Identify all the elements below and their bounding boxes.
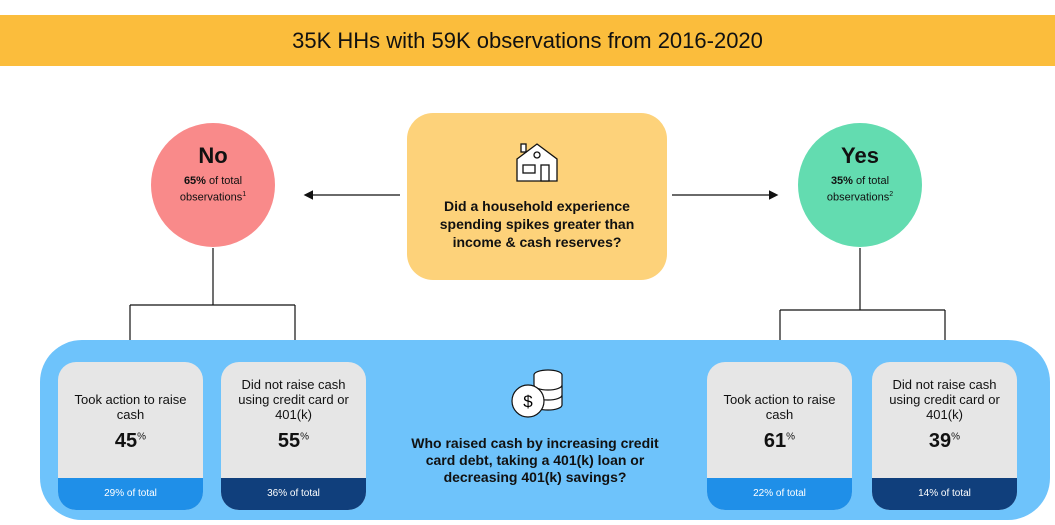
value: 55	[277, 430, 301, 452]
box-label: Took action to raise cash	[74, 392, 187, 422]
box-label: Did not raise cash using credit card or …	[238, 377, 349, 422]
share-text: of total observations	[179, 175, 243, 204]
svg-text:$: $	[523, 392, 533, 411]
box-value: 55%	[221, 430, 366, 453]
unit: %	[951, 431, 961, 443]
box-label: Took action to raise cash	[723, 392, 836, 422]
header: 35K HHs with 59K observations from 2016-…	[0, 15, 1055, 66]
outcome-box: Took action to raise cash 45% 29% of tot…	[58, 362, 203, 510]
yes-label: Yes	[841, 143, 879, 168]
outcome-box: Did not raise cash using credit card or …	[221, 362, 366, 510]
no-share: 65% of total observations1	[168, 175, 258, 205]
unit: %	[137, 431, 147, 443]
outcome-box: Did not raise cash using credit card or …	[872, 362, 1017, 510]
box-footer: 22% of total	[707, 478, 852, 510]
no-node: No 65% of total observations1	[151, 123, 275, 247]
note: 1	[242, 191, 247, 198]
house-icon	[516, 143, 558, 182]
value: 39	[928, 430, 952, 452]
outcome-box: Took action to raise cash 61% 22% of tot…	[707, 362, 852, 510]
question-box: Did a household experience spending spik…	[407, 113, 667, 280]
money-icon: $	[511, 369, 563, 418]
header-title: 35K HHs with 59K observations from 2016-…	[292, 27, 763, 53]
no-label: No	[198, 143, 228, 168]
question: Did a household experience spending spik…	[439, 198, 635, 250]
box-value: 39%	[872, 430, 1017, 453]
yes-share: 35% of total observations2	[815, 175, 905, 205]
box-value: 61%	[707, 430, 852, 453]
box-footer: 29% of total	[58, 478, 203, 510]
box-value: 45%	[58, 430, 203, 453]
note: 2	[889, 191, 894, 198]
share-text: of total observations	[826, 175, 890, 204]
value: 45	[114, 430, 138, 452]
share: 35%	[830, 175, 853, 187]
yes-node: Yes 35% of total observations2	[798, 123, 922, 247]
unit: %	[300, 431, 310, 443]
box-footer: 36% of total	[221, 478, 366, 510]
box-footer: 14% of total	[872, 478, 1017, 510]
unit: %	[786, 431, 796, 443]
share: 65%	[183, 175, 206, 187]
box-label: Did not raise cash using credit card or …	[889, 377, 1000, 422]
subquestion: Who raised cash by increasing credit car…	[411, 435, 659, 485]
value: 61	[763, 430, 787, 452]
